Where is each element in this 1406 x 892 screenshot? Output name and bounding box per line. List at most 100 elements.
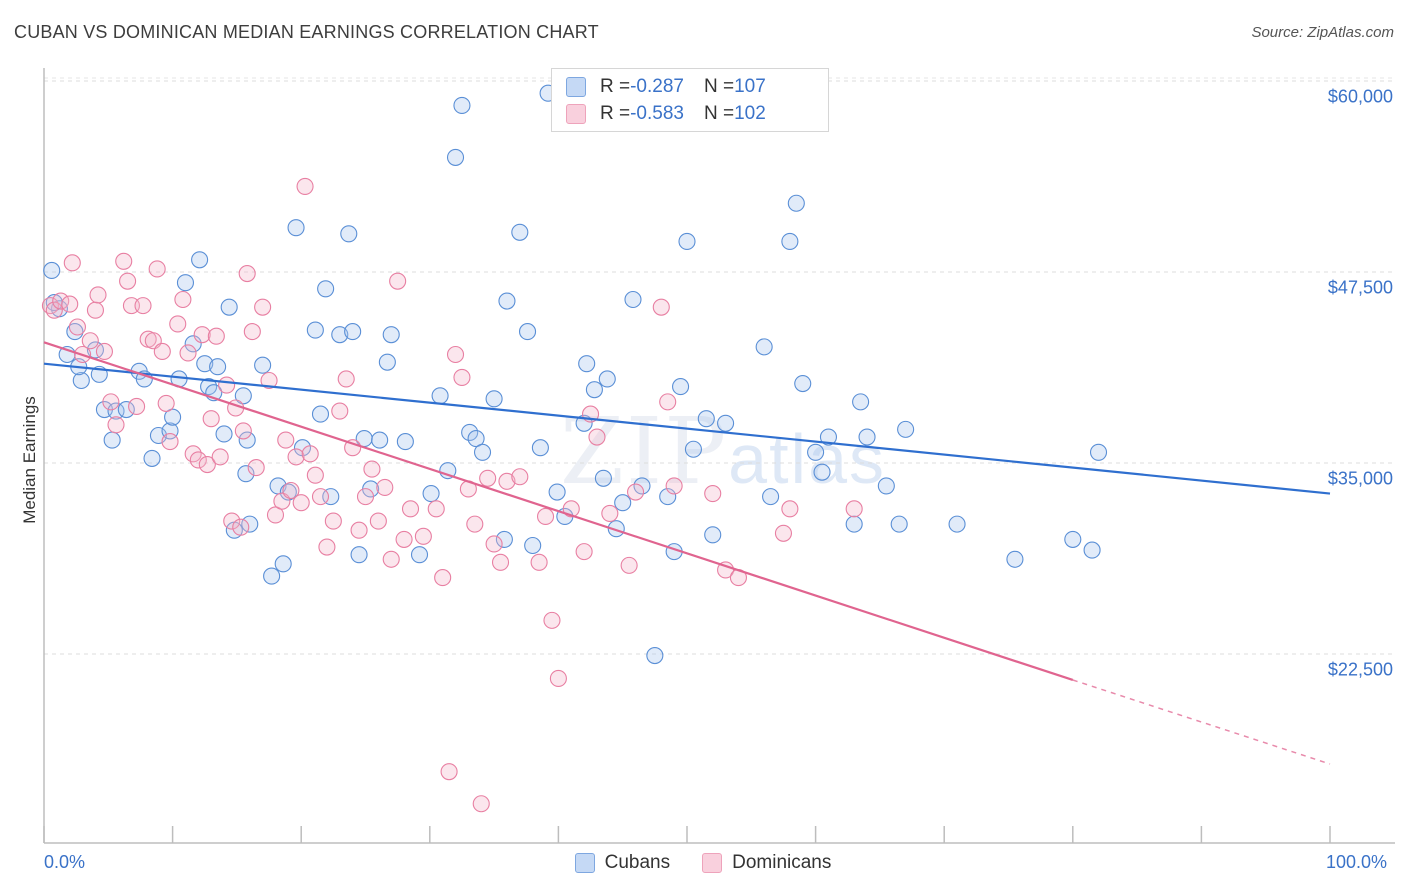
cubans-point — [215, 425, 233, 443]
dominicans-point — [434, 569, 452, 587]
cubans-point — [274, 555, 292, 573]
cubans-point — [446, 148, 465, 166]
series-legend: Cubans Dominicans — [0, 852, 1406, 874]
dominicans-point — [161, 433, 179, 451]
dominicans-point — [287, 448, 305, 466]
dominicans-point — [211, 448, 229, 466]
cubans-point — [164, 408, 182, 426]
dominicans-point — [363, 460, 381, 478]
dominicans-point — [530, 553, 548, 571]
cubans-point — [794, 374, 812, 393]
dominicans-point — [485, 535, 503, 553]
legend-label-cubans: Cubans — [604, 852, 671, 873]
dominicans-point — [446, 345, 465, 364]
dominicans-point — [193, 326, 211, 344]
cubans-point — [431, 387, 449, 405]
cubans-point — [254, 356, 272, 374]
dominicans-point — [427, 500, 445, 518]
dominicans-point — [189, 451, 207, 469]
cubans-legend-swatch — [574, 853, 595, 873]
dominicans-point — [414, 527, 432, 545]
cubans-point — [813, 463, 831, 481]
cubans-point — [306, 321, 324, 339]
legend-label-dominicans: Dominicans — [732, 852, 832, 873]
n-value: 107 — [734, 76, 766, 97]
dominicans-point — [223, 512, 241, 530]
cubans-point — [196, 355, 214, 373]
dominicans-point — [331, 402, 349, 420]
cubans-point — [578, 355, 596, 373]
dominicans-point — [266, 506, 285, 524]
source-credit: Source: ZipAtlas.com — [1251, 24, 1394, 41]
dominicans-point — [174, 290, 192, 309]
cubans-point — [511, 223, 529, 241]
dominicans-point — [369, 512, 387, 530]
cubans-point — [237, 465, 255, 483]
cubans-point — [781, 232, 799, 250]
cubans-point — [371, 431, 389, 449]
dominicans-point — [601, 504, 619, 522]
cubans-point — [531, 439, 549, 457]
cubans-point — [209, 358, 227, 376]
cubans-point — [845, 515, 863, 533]
dominicans-point — [247, 459, 265, 477]
dominicans-point — [202, 410, 220, 428]
cubans-point — [103, 431, 121, 449]
cubans-point — [191, 251, 209, 269]
dominicans-point — [401, 500, 420, 518]
cubans-point — [762, 488, 780, 506]
dominicans-point — [102, 393, 120, 411]
cubans-point — [518, 323, 537, 341]
cubans-point — [220, 298, 238, 316]
cubans-point — [1089, 443, 1108, 461]
dominicans-point — [234, 422, 252, 440]
cubans-point — [678, 232, 696, 250]
dominicans-point — [89, 286, 107, 304]
dominicans-point — [301, 445, 319, 463]
dominicans-point — [119, 272, 137, 290]
dominicans-point — [198, 455, 216, 474]
cubans-point — [614, 494, 632, 512]
cubans-point — [852, 393, 870, 411]
cubans-point — [176, 274, 195, 292]
cubans-point — [704, 526, 722, 544]
n-label: N = — [703, 103, 735, 124]
cubans-point — [422, 485, 440, 503]
r-label: R = — [600, 76, 631, 97]
cubans-point — [819, 428, 838, 446]
r-value: -0.583 — [630, 103, 684, 124]
chart-title: CUBAN VS DOMINICAN MEDIAN EARNINGS CORRE… — [14, 22, 599, 42]
legend-item-dominicans[interactable]: Dominicans — [702, 852, 831, 874]
cubans-point — [594, 469, 612, 487]
dominicans-point — [453, 368, 471, 386]
dominicans-point — [134, 297, 152, 315]
cubans-point — [659, 488, 677, 506]
cubans-point — [755, 338, 773, 356]
dominicans-legend-swatch — [702, 853, 723, 873]
cubans-point — [410, 546, 429, 564]
dominicans-trend-extension — [1072, 679, 1331, 765]
dominicans-point — [45, 301, 63, 319]
cubans-point — [382, 326, 400, 344]
cubans-point — [322, 488, 340, 506]
cubans-point — [1006, 550, 1024, 568]
dominicans-point — [157, 394, 175, 412]
dominicans-point — [704, 485, 722, 503]
dominicans-point — [356, 488, 375, 506]
cubans-point — [143, 449, 161, 467]
cubans-point — [234, 387, 252, 405]
cubans-swatch — [566, 77, 586, 97]
cubans-point — [585, 381, 603, 399]
dominicans-point — [498, 472, 516, 490]
stats-row-cubans: R = -0.287 N = 107 — [566, 75, 766, 99]
cubans-point — [238, 431, 256, 449]
cubans-point — [453, 96, 471, 114]
cubans-point — [548, 483, 566, 501]
dominicans-point — [86, 301, 104, 319]
dominicans-point — [148, 260, 166, 278]
cubans-point — [485, 390, 503, 408]
cubans-point — [598, 370, 616, 388]
dominicans-point — [562, 500, 580, 518]
legend-item-cubans[interactable]: Cubans — [574, 852, 671, 874]
